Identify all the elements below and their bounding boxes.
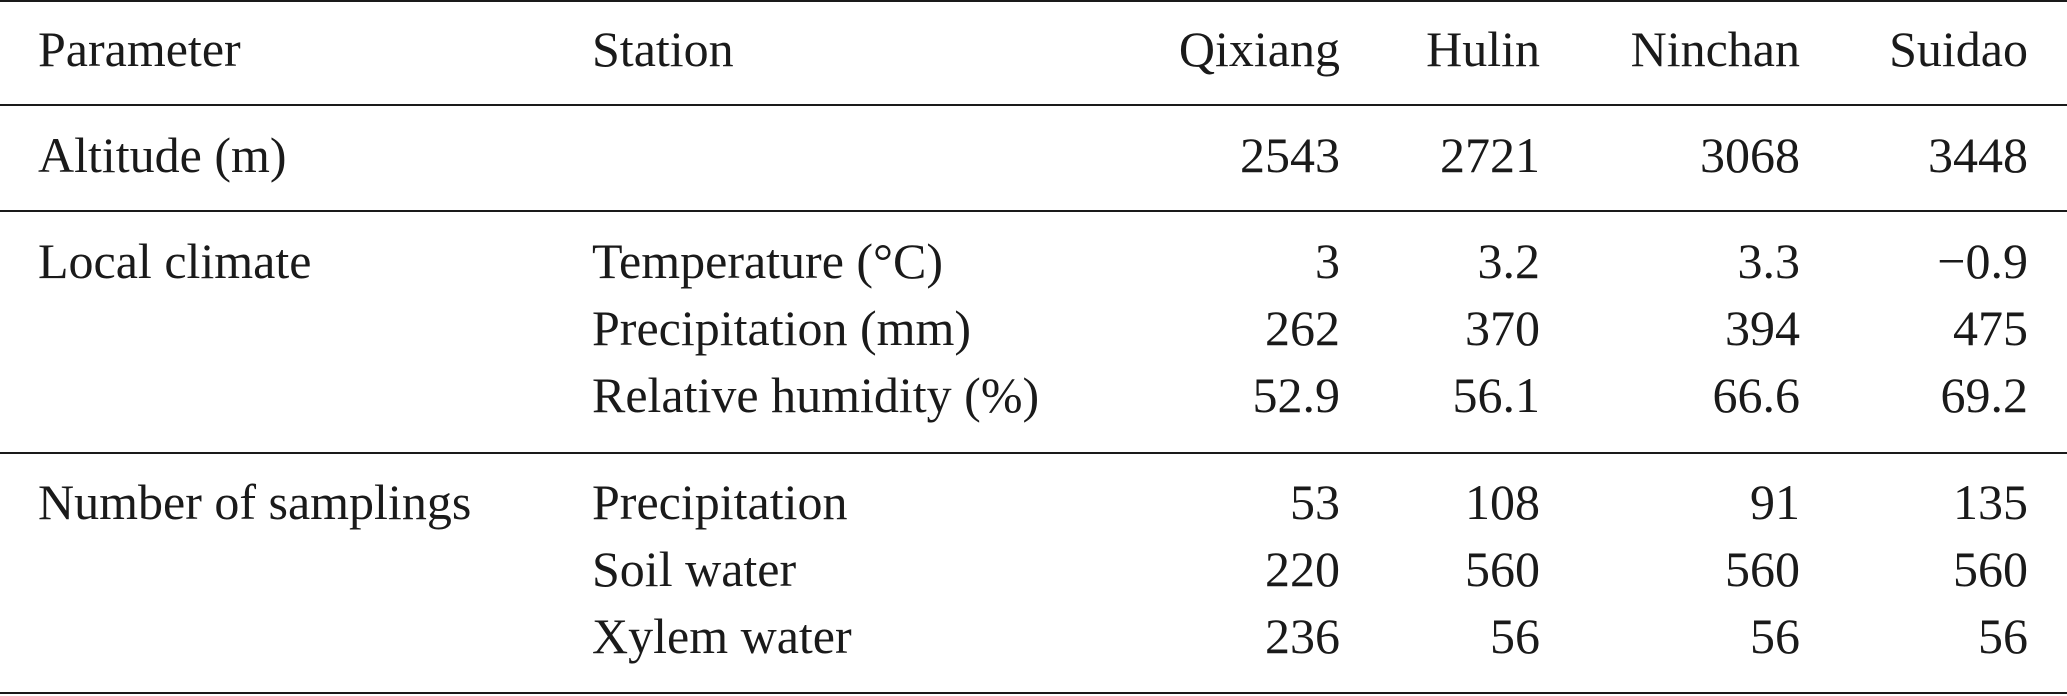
value-qixiang: 220 bbox=[1265, 541, 1340, 597]
value-qixiang: 236 bbox=[1265, 608, 1340, 664]
value-suidao: 3448 bbox=[1928, 127, 2028, 183]
value-suidao: 69.2 bbox=[1940, 367, 2029, 423]
column-header-ninchan: Ninchan bbox=[1630, 21, 1800, 77]
group-label-local-climate: Local climate bbox=[38, 233, 312, 289]
sub-label-xylem-water: Xylem water bbox=[592, 608, 852, 664]
header-rule bbox=[0, 104, 2067, 106]
value-hulin: 108 bbox=[1465, 474, 1540, 530]
altitude-rule bbox=[0, 210, 2067, 212]
column-header-station: Station bbox=[592, 21, 734, 77]
value-suidao: 135 bbox=[1953, 474, 2028, 530]
value-ninchan: 394 bbox=[1725, 300, 1800, 356]
value-suidao: 475 bbox=[1953, 300, 2028, 356]
value-ninchan: 56 bbox=[1750, 608, 1800, 664]
value-suidao: 56 bbox=[1978, 608, 2028, 664]
column-header-suidao: Suidao bbox=[1889, 21, 2028, 77]
value-suidao: −0.9 bbox=[1937, 233, 2028, 289]
column-header-qixiang: Qixiang bbox=[1178, 21, 1340, 77]
value-hulin: 560 bbox=[1465, 541, 1540, 597]
climate-rule bbox=[0, 452, 2067, 454]
bottom-rule bbox=[0, 692, 2067, 694]
value-suidao: 560 bbox=[1953, 541, 2028, 597]
value-ninchan: 560 bbox=[1725, 541, 1800, 597]
value-qixiang: 262 bbox=[1265, 300, 1340, 356]
sub-label-soil-water: Soil water bbox=[592, 541, 797, 597]
sub-label-relative-humidity: Relative humidity (%) bbox=[592, 367, 1040, 423]
sub-label-precipitation-mm: Precipitation (mm) bbox=[592, 300, 972, 356]
sub-label-temperature: Temperature (°C) bbox=[592, 233, 944, 289]
value-ninchan: 3.3 bbox=[1737, 233, 1801, 289]
sub-label-precipitation: Precipitation bbox=[592, 474, 848, 530]
value-qixiang: 52.9 bbox=[1252, 367, 1341, 423]
value-hulin: 370 bbox=[1465, 300, 1540, 356]
value-ninchan: 91 bbox=[1750, 474, 1800, 530]
column-header-hulin: Hulin bbox=[1426, 21, 1540, 77]
value-qixiang: 53 bbox=[1290, 474, 1340, 530]
value-hulin: 56 bbox=[1490, 608, 1540, 664]
top-rule bbox=[0, 0, 2067, 2]
value-hulin: 2721 bbox=[1440, 127, 1540, 183]
value-ninchan: 3068 bbox=[1700, 127, 1800, 183]
value-ninchan: 66.6 bbox=[1712, 367, 1801, 423]
value-qixiang: 3 bbox=[1315, 233, 1340, 289]
row-label-altitude: Altitude (m) bbox=[38, 127, 287, 183]
group-label-number-of-samplings: Number of samplings bbox=[38, 474, 472, 530]
column-header-parameter: Parameter bbox=[38, 21, 241, 77]
value-hulin: 3.2 bbox=[1477, 233, 1541, 289]
value-qixiang: 2543 bbox=[1240, 127, 1340, 183]
value-hulin: 56.1 bbox=[1452, 367, 1541, 423]
